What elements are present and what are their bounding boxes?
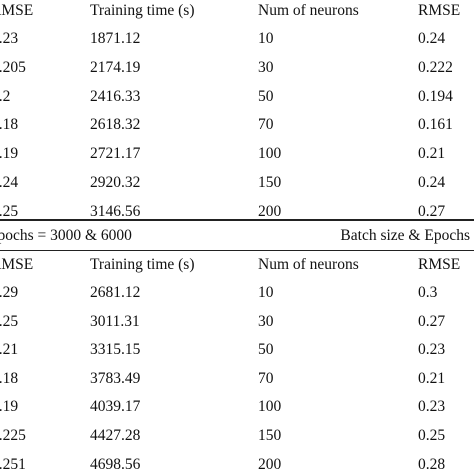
cell: 0.23 [418,398,446,416]
cell: 30 [258,312,274,330]
cell: 3315.15 [90,341,141,359]
cell: 100 [258,145,282,163]
cell: 50 [258,87,274,105]
header-cell: Training time (s) [90,256,195,273]
cell: 2416.33 [90,87,141,105]
cell: 0.205 [0,58,26,76]
cell: 0.194 [418,87,453,105]
cell: 2618.32 [90,116,141,134]
cell: 0.19 [0,145,19,163]
cell: 70 [258,116,274,134]
header-cell: RMSE [0,2,34,19]
cell: 0.27 [418,202,446,220]
cell: 4427.28 [90,427,141,444]
cell: 4698.56 [90,455,141,473]
header-cell: RMSE [0,256,34,273]
cell: 3783.49 [90,369,141,387]
cell: 150 [258,427,282,444]
caption: Epochs = 3000 & 6000 [0,227,132,244]
rule [0,250,474,251]
cell: 3011.31 [90,312,140,330]
cell: 0.21 [418,145,446,163]
cell: 0.28 [418,455,446,473]
cell: 2174.19 [90,58,141,76]
header-cell: RMSE [418,2,461,19]
cell: 100 [258,398,282,416]
cell: 0.21 [418,369,446,387]
cell: 0.27 [418,312,446,330]
cell: 0.24 [418,174,446,191]
cell: 50 [258,341,274,359]
cell: 0.29 [0,284,19,301]
cell: 0.161 [418,116,453,134]
header-cell: Training time (s) [90,2,195,19]
cell: 0.23 [418,341,446,359]
cell: 0.3 [418,284,438,301]
cell: 0.25 [0,312,19,330]
cell: 0.21 [0,341,19,359]
cell: 70 [258,369,274,387]
cell: 2721.17 [90,145,141,163]
cell: 4039.17 [90,398,141,416]
cell: 0.25 [418,427,446,444]
cell: 2681.12 [90,284,141,301]
cell: 10 [258,30,274,47]
header-cell: RMSE [418,256,461,273]
cell: 0.25 [0,202,19,220]
cell: 0.24 [418,30,446,47]
cell: 2920.32 [90,174,141,191]
cell: 0.19 [0,398,19,416]
rule [0,219,474,221]
cell: 200 [258,455,282,473]
caption: Batch size & Epochs [340,227,470,244]
cell: 30 [258,58,274,76]
cell: 0.222 [418,58,453,76]
cell: 200 [258,202,282,220]
header-cell: Num of neurons [258,256,359,273]
cell: 0.24 [0,174,19,191]
cell: 0.23 [0,30,19,47]
cell: 0.2 [0,87,11,105]
cell: 1871.12 [90,30,141,47]
cell: 0.225 [0,427,26,444]
cell: 0.18 [0,369,19,387]
header-cell: Num of neurons [258,2,359,19]
cell: 150 [258,174,282,191]
cell: 0.18 [0,116,19,134]
cell: 3146.56 [90,202,141,220]
cell: 0.251 [0,455,26,473]
cell: 10 [258,284,274,301]
